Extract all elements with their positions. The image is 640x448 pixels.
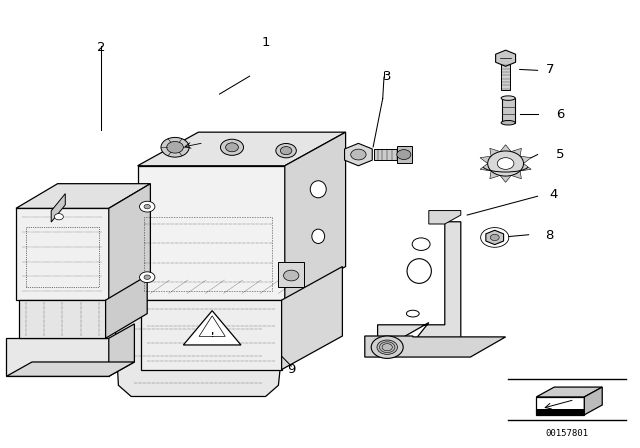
Ellipse shape: [406, 310, 419, 317]
Text: 3: 3: [383, 69, 392, 83]
Circle shape: [144, 275, 150, 280]
Polygon shape: [490, 148, 506, 164]
Circle shape: [140, 201, 155, 212]
Text: !: !: [211, 332, 214, 338]
Text: 2: 2: [97, 40, 106, 54]
Polygon shape: [51, 194, 65, 222]
Polygon shape: [106, 276, 147, 338]
Polygon shape: [365, 336, 506, 357]
Circle shape: [351, 149, 366, 160]
Polygon shape: [584, 387, 602, 415]
Circle shape: [377, 340, 397, 354]
Polygon shape: [16, 208, 109, 300]
Polygon shape: [501, 64, 510, 90]
Polygon shape: [397, 146, 412, 163]
Circle shape: [280, 146, 292, 155]
Text: 8: 8: [545, 228, 554, 242]
Text: 7: 7: [546, 63, 555, 76]
Circle shape: [54, 214, 63, 220]
Polygon shape: [109, 184, 150, 300]
Circle shape: [226, 143, 239, 152]
Polygon shape: [344, 143, 372, 166]
Circle shape: [161, 138, 189, 157]
Polygon shape: [6, 362, 134, 376]
Polygon shape: [486, 230, 504, 245]
Polygon shape: [495, 50, 516, 66]
Polygon shape: [19, 300, 106, 338]
Circle shape: [397, 150, 411, 159]
Polygon shape: [141, 300, 282, 370]
Polygon shape: [285, 132, 346, 300]
Polygon shape: [429, 211, 461, 224]
Polygon shape: [506, 148, 522, 164]
Circle shape: [144, 204, 150, 209]
Ellipse shape: [412, 238, 430, 250]
Polygon shape: [138, 132, 346, 166]
Polygon shape: [506, 164, 531, 171]
Polygon shape: [506, 156, 531, 164]
Polygon shape: [500, 164, 511, 182]
Polygon shape: [278, 262, 304, 287]
Polygon shape: [109, 324, 134, 376]
Polygon shape: [16, 184, 150, 208]
Circle shape: [497, 158, 514, 169]
Polygon shape: [480, 156, 506, 164]
Circle shape: [490, 234, 499, 241]
Text: 5: 5: [556, 148, 564, 161]
Polygon shape: [6, 338, 109, 376]
Circle shape: [166, 142, 183, 153]
Circle shape: [140, 272, 155, 283]
Polygon shape: [500, 145, 511, 164]
Text: 6: 6: [556, 108, 564, 121]
Ellipse shape: [310, 181, 326, 198]
Polygon shape: [490, 164, 506, 179]
Polygon shape: [502, 98, 515, 123]
Text: 4: 4: [549, 188, 558, 202]
Polygon shape: [115, 316, 285, 396]
Text: 1: 1: [261, 36, 270, 49]
Polygon shape: [138, 166, 285, 300]
Polygon shape: [506, 164, 522, 179]
Circle shape: [488, 151, 524, 176]
Polygon shape: [282, 267, 342, 370]
Circle shape: [220, 139, 244, 155]
Ellipse shape: [501, 96, 515, 100]
Polygon shape: [536, 409, 584, 415]
Polygon shape: [374, 149, 400, 160]
Polygon shape: [184, 311, 241, 345]
Ellipse shape: [407, 259, 431, 284]
Polygon shape: [480, 164, 506, 171]
Ellipse shape: [312, 229, 324, 244]
Circle shape: [371, 336, 403, 358]
Polygon shape: [378, 222, 461, 343]
Ellipse shape: [501, 121, 515, 125]
Text: 9: 9: [287, 363, 296, 376]
Polygon shape: [536, 387, 602, 397]
Polygon shape: [536, 397, 584, 415]
Circle shape: [284, 270, 299, 281]
Circle shape: [276, 143, 296, 158]
Text: 00157801: 00157801: [545, 429, 588, 438]
